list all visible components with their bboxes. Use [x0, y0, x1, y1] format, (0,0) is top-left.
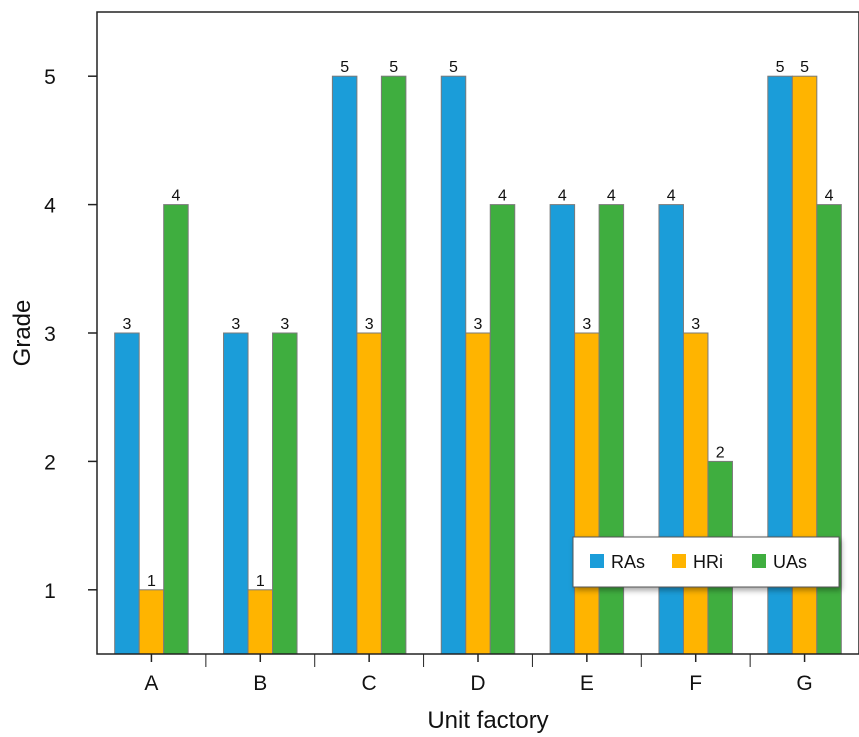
legend: RAs HRi UAs — [572, 536, 840, 588]
data-label-ras-c: 5 — [340, 59, 349, 76]
data-label-hri-c: 3 — [365, 316, 374, 333]
bar-uas-a — [163, 204, 189, 655]
bar-ras-a — [114, 332, 140, 655]
data-label-uas-c: 5 — [389, 59, 398, 76]
bar-ras-b — [223, 332, 249, 655]
data-label-hri-e: 3 — [582, 316, 591, 333]
x-tick-label: C — [362, 672, 377, 695]
bar-hri-e — [574, 332, 600, 655]
legend-swatch-uas — [752, 554, 766, 568]
legend-label-hri: HRi — [693, 552, 723, 572]
x-tick-label: A — [144, 672, 158, 695]
data-label-hri-b: 1 — [256, 573, 265, 590]
bar-uas-c — [380, 75, 407, 655]
data-label-uas-d: 4 — [498, 188, 507, 205]
data-label-hri-g: 5 — [800, 59, 809, 76]
y-axis-ticks: 1 2 3 4 5 — [44, 66, 97, 603]
legend-label-uas: UAs — [773, 552, 807, 572]
y-tick-label: 2 — [44, 451, 56, 474]
bar-hri-d — [465, 332, 491, 655]
bar-hri-c — [356, 332, 382, 655]
data-label-ras-d: 5 — [449, 59, 458, 76]
data-label-ras-a: 3 — [122, 316, 131, 333]
x-axis-title: Unit factory — [427, 707, 548, 734]
x-tick-label: F — [689, 672, 702, 695]
data-label-uas-f: 2 — [716, 444, 725, 461]
y-tick-label: 1 — [44, 580, 56, 603]
x-axis-ticks: A B C D E F G — [144, 654, 813, 695]
data-label-ras-g: 5 — [776, 59, 785, 76]
data-label-uas-b: 3 — [280, 316, 289, 333]
data-label-hri-d: 3 — [474, 316, 483, 333]
legend-swatch-hri — [672, 554, 686, 568]
data-label-hri-a: 1 — [147, 573, 156, 590]
bar-ras-d — [440, 75, 467, 655]
x-tick-label: D — [470, 672, 485, 695]
y-tick-label: 4 — [44, 195, 56, 218]
data-label-uas-e: 4 — [607, 188, 616, 205]
bar-uas-b — [272, 332, 298, 655]
y-tick-label: 3 — [44, 323, 56, 346]
bar-ras-e — [549, 204, 576, 655]
bar-ras-c — [331, 75, 358, 655]
data-label-ras-f: 4 — [667, 188, 676, 205]
data-label-uas-g: 4 — [825, 188, 834, 205]
bar-hri-b — [247, 589, 274, 655]
x-tick-label: G — [796, 672, 812, 695]
data-label-ras-b: 3 — [231, 316, 240, 333]
bar-uas-d — [489, 204, 516, 655]
bar-hri-a — [138, 589, 165, 655]
legend-label-ras: RAs — [611, 552, 645, 572]
legend-box — [572, 536, 840, 588]
bar-hri-f — [682, 332, 709, 655]
data-label-ras-e: 4 — [558, 188, 567, 205]
y-tick-label: 5 — [44, 66, 56, 89]
x-tick-label: E — [580, 672, 594, 695]
x-tick-label: B — [253, 672, 267, 695]
data-label-uas-a: 4 — [171, 188, 180, 205]
y-axis-title: Grade — [9, 300, 36, 367]
legend-swatch-ras — [590, 554, 604, 568]
data-label-hri-f: 3 — [691, 316, 700, 333]
